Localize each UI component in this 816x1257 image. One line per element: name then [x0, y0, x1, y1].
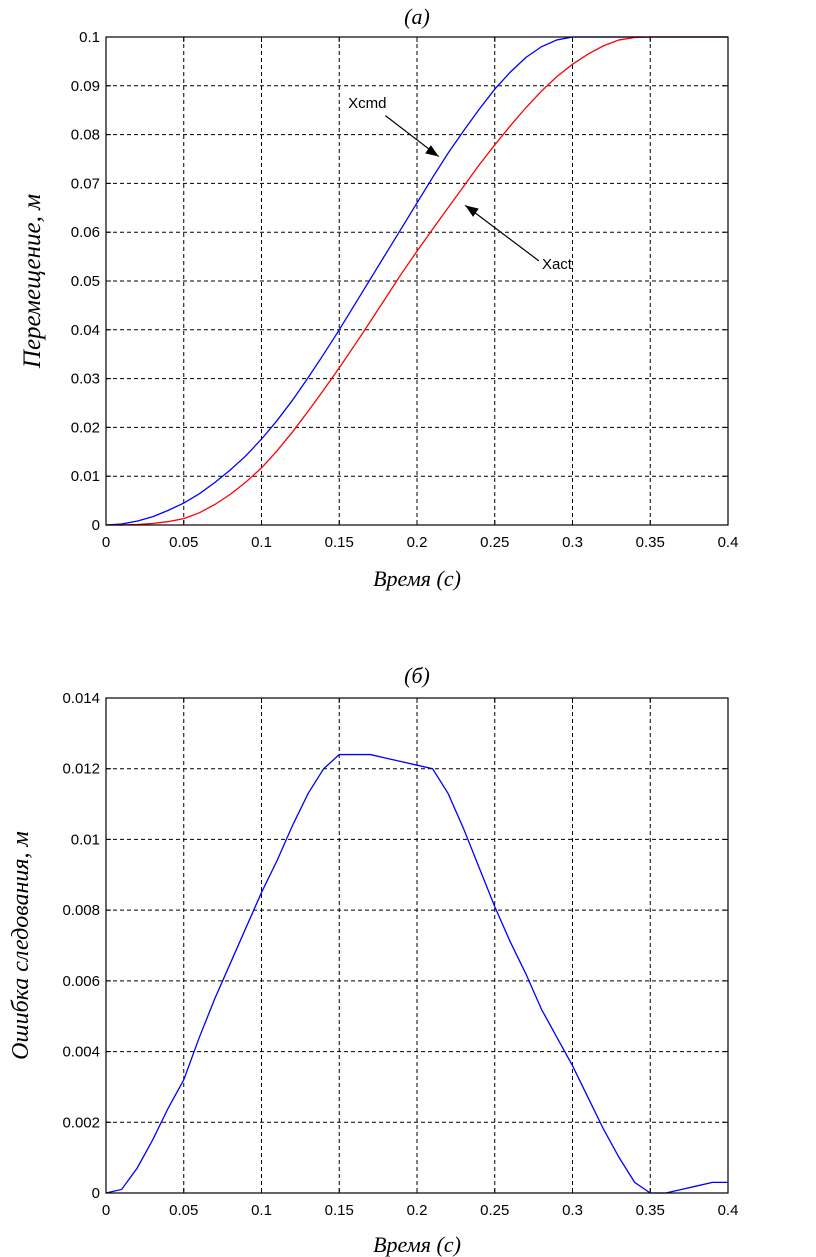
y-tick-label: 0.01 — [71, 468, 100, 485]
y-tick-label: 0 — [92, 517, 100, 534]
y-tick-label: 0.008 — [62, 902, 100, 919]
y-tick-label: 0.08 — [71, 127, 100, 144]
series-line-xact — [106, 36, 728, 526]
x-tick-label: 0.15 — [325, 534, 354, 551]
y-tick-label: 0.006 — [62, 973, 100, 990]
y-tick-label: 0.09 — [71, 78, 100, 95]
y-axis-label: Перемещение, м — [19, 194, 46, 369]
y-tick-label: 0.1 — [79, 29, 100, 46]
annotation-arrow-head — [425, 145, 439, 157]
series-line-1 — [105, 753, 728, 1194]
annotation-arrow-head — [465, 205, 479, 217]
annotation-xcmd: Xcmd — [348, 95, 386, 112]
y-tick-label: 0.014 — [62, 690, 100, 707]
x-tick-label: 0.05 — [169, 534, 198, 551]
x-tick-label: 0.4 — [718, 534, 739, 551]
x-tick-label: 0 — [102, 534, 110, 551]
x-tick-label: 0.4 — [718, 1202, 739, 1219]
y-tick-label: 0 — [92, 1185, 100, 1202]
annotation-arrow-line — [464, 204, 540, 262]
x-axis-label: Время (с) — [373, 1232, 461, 1257]
y-tick-label: 0.06 — [71, 224, 100, 241]
y-tick-label: 0.04 — [71, 322, 100, 339]
y-tick-label: 0.012 — [62, 761, 100, 778]
x-tick-label: 0.2 — [407, 534, 428, 551]
x-tick-label: 0.3 — [562, 534, 583, 551]
y-tick-label: 0.004 — [62, 1044, 100, 1061]
y-tick-label: 0.03 — [71, 371, 100, 388]
annotation-xact: Xact — [542, 256, 573, 273]
chart-a: 0 0.05 0.1 0.15 0.2 0.25 0.3 0.35 0.4 0 0.01 0.02 0.… — [19, 4, 738, 591]
x-tick-label: 0 — [102, 1202, 110, 1219]
chart-title: (б) — [404, 663, 430, 688]
x-tick-label: 0.35 — [636, 1202, 665, 1219]
x-tick-label: 0.1 — [251, 1202, 272, 1219]
x-tick-label: 0.25 — [480, 1202, 509, 1219]
y-tick-label: 0.05 — [71, 273, 100, 290]
x-tick-label: 0.25 — [480, 534, 509, 551]
y-tick-label: 0.07 — [71, 175, 100, 192]
x-tick-label: 0.3 — [562, 1202, 583, 1219]
y-tick-label: 0.02 — [71, 419, 100, 436]
x-tick-label: 0.1 — [251, 534, 272, 551]
x-tick-label: 0.15 — [325, 1202, 354, 1219]
y-axis-label: Ошибка следования, м — [8, 831, 34, 1060]
y-tick-label: 0.002 — [62, 1114, 100, 1131]
x-tick-label: 0.35 — [636, 534, 665, 551]
y-tick-label: 0.01 — [71, 831, 100, 848]
x-tick-label: 0.2 — [407, 1202, 428, 1219]
chart-b: 0 0.05 0.1 0.15 0.2 0.25 0.3 0.35 0.4 0 0.002 0.004… — [8, 663, 738, 1257]
x-tick-label: 0.05 — [169, 1202, 198, 1219]
x-axis-label: Время (с) — [373, 566, 461, 591]
chart-title: (а) — [404, 4, 430, 29]
